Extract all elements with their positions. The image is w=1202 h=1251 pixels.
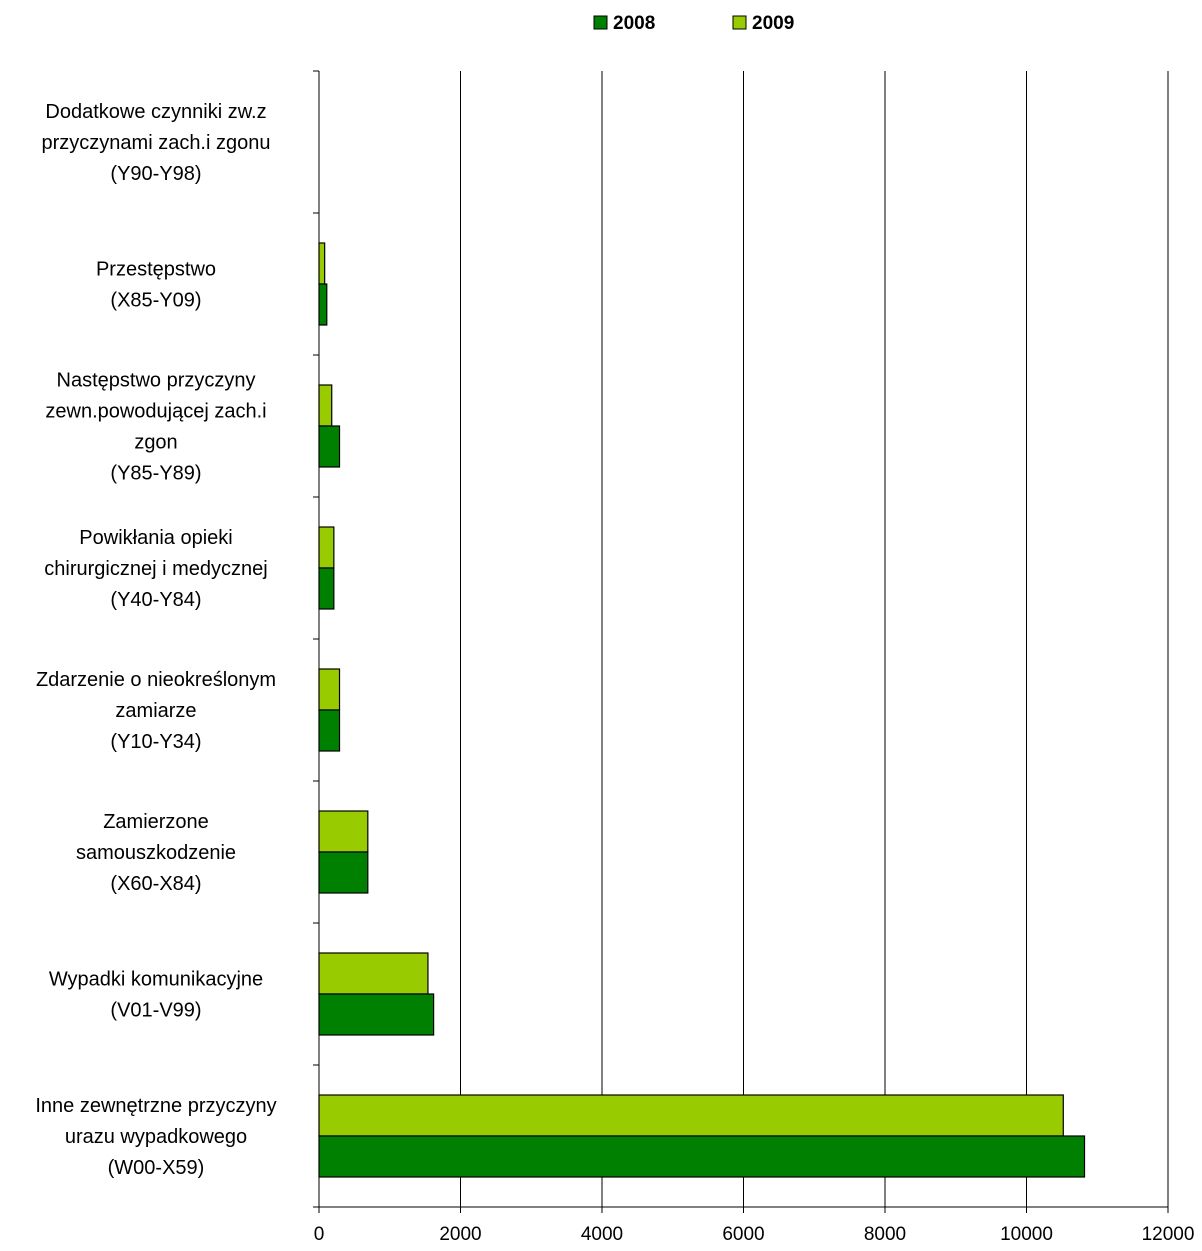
legend-swatch-2008 [593,15,608,30]
category-labels: Dodatkowe czynniki zw.z przyczynami zach.… [35,101,276,1179]
x-tick-labels: 0 2000 4000 6000 8000 10000 12000 [314,1224,1195,1245]
category-label: Zamierzone samouszkodzenie (X60-X84) [76,811,236,895]
legend-label-2009: 2009 [752,13,794,34]
bar-2009 [318,384,333,427]
bar-2008 [318,993,435,1036]
bar-2009 [318,810,369,853]
bar-2008 [318,567,335,610]
legend: 2008 2009 [593,13,794,34]
bar-2008 [318,425,341,468]
bar-2009 [318,242,326,285]
category-label: Powikłania opieki chirurgicznej i medyczn… [44,527,267,611]
x-tick-label: 12000 [1142,1224,1195,1245]
x-tick-label: 6000 [722,1224,764,1245]
category-label: Przestępstwo (X85-Y09) [96,259,216,312]
x-tick-label: 2000 [439,1224,481,1245]
x-tick-label: 8000 [864,1224,906,1245]
category-label: Zdarzenie o nieokreślonym zamiarze (Y10-Y3… [36,669,276,753]
axes [313,70,1169,1213]
legend-label-2008: 2008 [613,13,655,34]
gridlines [460,71,1169,1207]
bar-2009 [318,1094,1064,1137]
category-label: Inne zewnętrzne przyczyny urazu wypadkowe… [35,1095,276,1179]
x-tick-label: 4000 [581,1224,623,1245]
bar-2008 [318,1135,1086,1178]
bars [318,242,1086,1178]
bar-2008 [318,851,369,894]
bar-2009 [318,526,335,569]
x-tick-label: 0 [314,1224,325,1245]
x-tick-label: 10000 [1000,1224,1053,1245]
category-label: Dodatkowe czynniki zw.z przyczynami zach.… [42,101,271,185]
category-label: Następstwo przyczyny zewn.powodującej zac… [45,370,266,485]
category-label: Wypadki komunikacyjne (V01-V99) [49,969,263,1022]
legend-swatch-2009 [732,15,747,30]
bar-2008 [318,283,328,326]
bar-2009 [318,668,341,711]
bar-2008 [318,709,341,752]
bar-2009 [318,952,429,995]
